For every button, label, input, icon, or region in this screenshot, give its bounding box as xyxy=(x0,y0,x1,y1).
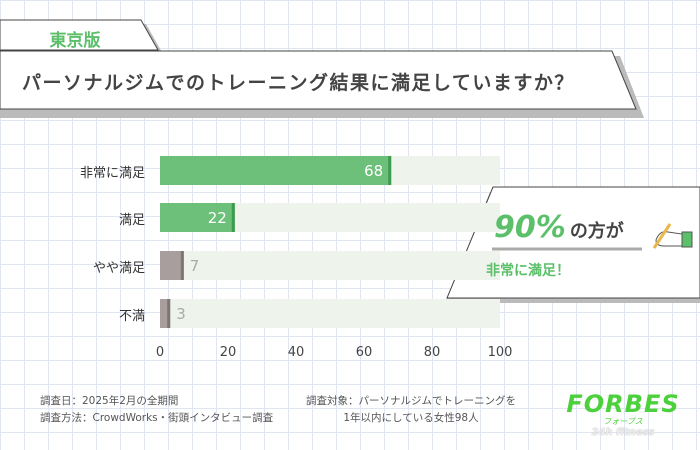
forbes-logo-kana: フォーブス xyxy=(603,417,643,426)
x-tick-label: 60 xyxy=(355,345,373,360)
forbes-logo-sub: 24h fitness xyxy=(591,427,655,438)
x-tick-label: 100 xyxy=(487,345,513,360)
bar xyxy=(160,156,392,185)
x-tick-label: 80 xyxy=(423,345,441,360)
callout-percent: 90% xyxy=(494,210,566,245)
bar-edge xyxy=(167,299,171,328)
survey-target-count: 1年以内にしている女性98人 xyxy=(343,412,479,424)
forbes-logo-block: FORBES フォーブス 24h fitness xyxy=(553,391,693,439)
bar xyxy=(160,251,184,280)
bar-edge xyxy=(388,156,392,185)
bar-value-label: 68 xyxy=(364,162,383,180)
category-label: やや満足 xyxy=(92,261,145,276)
x-tick-label: 20 xyxy=(219,345,237,360)
bar-edge xyxy=(231,203,235,232)
forbes-logo: FORBES xyxy=(566,390,680,418)
category-label: 非常に満足 xyxy=(79,166,145,181)
callout-headline: 90% の方が xyxy=(494,210,624,246)
bar xyxy=(160,203,235,232)
survey-question-title: パーソナルジムでのトレーニング結果に満足していますか？ xyxy=(22,72,575,94)
bar-value-label: 7 xyxy=(190,257,200,275)
bar xyxy=(160,299,171,328)
x-tick-label: 40 xyxy=(287,345,305,360)
region-tag: 東京版 xyxy=(49,31,101,51)
bar-value-label: 22 xyxy=(208,209,227,227)
bar-value-label: 3 xyxy=(176,305,186,323)
survey-method: 調査方法：CrowdWorks・街頭インタビュー調査 xyxy=(40,412,274,424)
hand-writing-pencil-icon xyxy=(652,223,693,249)
bar-track xyxy=(160,251,500,280)
survey-target: 調査対象：パーソナルジムでトレーニングを xyxy=(306,395,516,407)
bar-edge xyxy=(180,251,184,280)
callout-subtext: 非常に満足！ xyxy=(486,263,570,279)
category-label: 不満 xyxy=(118,309,145,324)
callout-text: の方が xyxy=(569,221,624,242)
category-label: 満足 xyxy=(118,213,145,228)
x-tick-label: 0 xyxy=(155,345,165,360)
survey-date: 調査日：2025年2月の全期間 xyxy=(40,395,179,407)
bar-track xyxy=(160,299,500,328)
